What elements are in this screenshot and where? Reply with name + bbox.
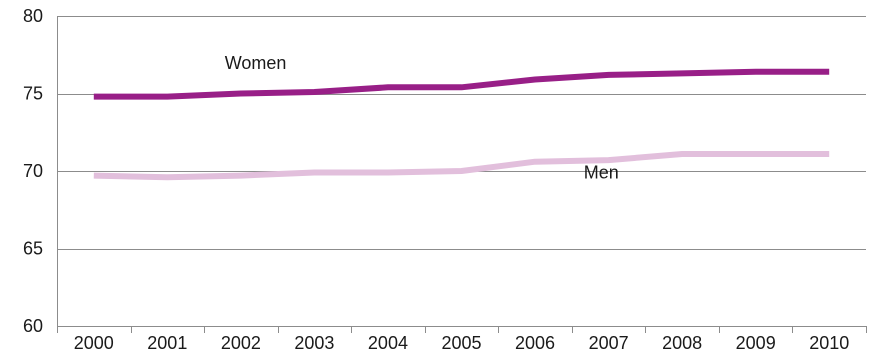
y-tick-label-75: 75 — [23, 84, 43, 104]
x-axis-tick-labels: 2000 2001 2002 2003 2004 2005 2006 2007 2008 2009… — [74, 333, 850, 351]
series-labels: Women Men — [225, 53, 619, 182]
y-tick-label-60: 60 — [23, 316, 43, 336]
x-tick-label-2002: 2002 — [221, 333, 261, 351]
x-axis — [57, 16, 867, 333]
series-lines — [93, 68, 830, 181]
x-tick-label-2006: 2006 — [515, 333, 555, 351]
x-tick-label-2010: 2010 — [809, 333, 849, 351]
y-tick-label-70: 70 — [23, 161, 43, 181]
x-tick-label-2008: 2008 — [662, 333, 702, 351]
x-tick-label-2001: 2001 — [147, 333, 187, 351]
x-tick-label-2005: 2005 — [441, 333, 481, 351]
series-line-men — [93, 151, 830, 181]
x-tick-label-2004: 2004 — [368, 333, 408, 351]
y-tick-label-65: 65 — [23, 239, 43, 259]
x-tick-label-2009: 2009 — [736, 333, 776, 351]
y-tick-label-80: 80 — [23, 6, 43, 26]
y-axis-tick-labels: 60 65 70 75 80 — [23, 6, 43, 336]
series-label-men: Men — [584, 162, 619, 182]
x-tick-label-2000: 2000 — [74, 333, 114, 351]
x-tick-label-2007: 2007 — [589, 333, 629, 351]
series-line-women — [93, 68, 830, 100]
x-tick-label-2003: 2003 — [294, 333, 334, 351]
gridlines — [57, 16, 866, 250]
series-label-women: Women — [225, 53, 287, 73]
